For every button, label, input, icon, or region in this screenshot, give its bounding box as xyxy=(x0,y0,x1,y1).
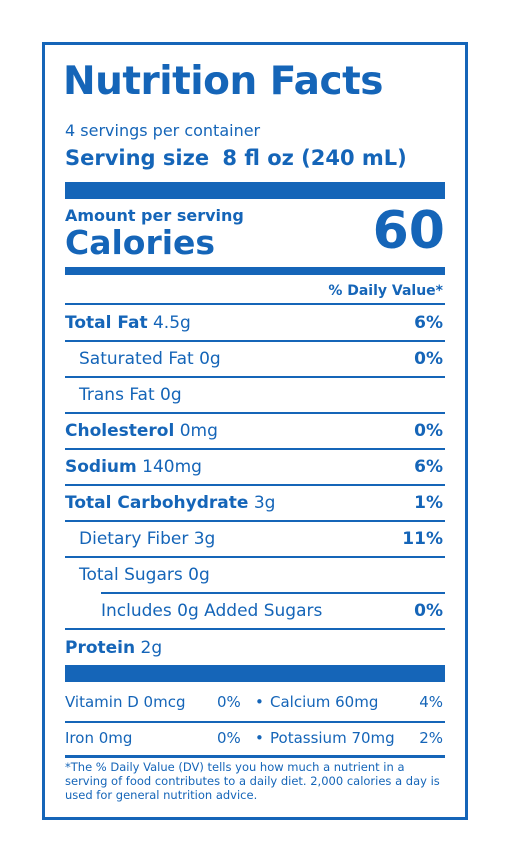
nutrient-amount: 3g xyxy=(253,493,276,513)
nutrient-row-saturated-fat: Saturated Fat 0g 0% xyxy=(65,349,445,373)
divider xyxy=(65,721,445,723)
nutrient-dv: 1% xyxy=(414,493,443,513)
nutrient-amount: 0g xyxy=(199,349,221,369)
footnote: *The % Daily Value (DV) tells you how mu… xyxy=(65,760,440,802)
divider xyxy=(65,628,445,630)
bullet-separator: • xyxy=(255,729,264,747)
serving-size: Serving size 8 fl oz (240 mL) xyxy=(65,146,407,170)
divider xyxy=(65,448,445,450)
nutrient-amount: 2g xyxy=(140,638,163,658)
divider xyxy=(65,340,445,342)
nutrient-amount: 140mg xyxy=(142,457,202,477)
nutrient-name: Trans Fat xyxy=(79,385,155,405)
nutrient-name: Total Sugars xyxy=(79,565,183,585)
nutrient-row-dietary-fiber: Dietary Fiber 3g 11% xyxy=(65,529,445,553)
nutrient-name: Total Fat xyxy=(65,313,148,333)
nutrient-name: Protein xyxy=(65,638,136,658)
nutrient-row-total-carbohydrate: Total Carbohydrate 3g 1% xyxy=(65,493,445,517)
nutrient-name: Includes 0g Added Sugars xyxy=(101,601,323,621)
servings-per-container: 4 servings per container xyxy=(65,121,261,140)
nutrient-name: Sodium xyxy=(65,457,137,477)
page-title: Nutrition Facts xyxy=(63,59,383,104)
nutrient-dv: 11% xyxy=(402,529,443,549)
nutrient-row-trans-fat: Trans Fat 0g xyxy=(65,385,445,409)
nutrient-name: Saturated Fat xyxy=(79,349,194,369)
vitamin-d-dv: 0% xyxy=(217,693,241,711)
divider xyxy=(65,303,445,305)
calories-label: Calories xyxy=(65,223,216,262)
nutrient-name: Dietary Fiber xyxy=(79,529,189,549)
daily-value-header: % Daily Value* xyxy=(328,283,443,299)
calories-value: 60 xyxy=(372,201,445,261)
calcium-text: Calcium 60mg xyxy=(270,693,379,711)
vitamin-d-text: Vitamin D 0mcg xyxy=(65,693,186,711)
potassium-dv: 2% xyxy=(419,729,443,747)
nutrient-dv: 0% xyxy=(414,421,443,441)
divider xyxy=(65,556,445,558)
bullet-separator: • xyxy=(255,693,264,711)
nutrient-row-total-fat: Total Fat 4.5g 6% xyxy=(65,313,445,337)
nutrient-amount: 3g xyxy=(193,529,216,549)
iron-text: Iron 0mg xyxy=(65,729,133,747)
divider-thick xyxy=(65,665,445,682)
serving-size-label: Serving size xyxy=(65,146,210,170)
calcium-dv: 4% xyxy=(419,693,443,711)
divider-thick xyxy=(65,182,445,199)
nutrient-dv: 0% xyxy=(414,601,443,621)
nutrient-row-cholesterol: Cholesterol 0mg 0% xyxy=(65,421,445,445)
serving-size-value: 8 fl oz (240 mL) xyxy=(222,146,407,170)
divider xyxy=(65,412,445,414)
nutrient-amount: 0g xyxy=(188,565,210,585)
divider xyxy=(101,592,445,594)
divider xyxy=(65,484,445,486)
nutrient-row-protein: Protein 2g xyxy=(65,638,445,662)
nutrient-row-total-sugars: Total Sugars 0g xyxy=(65,565,445,589)
nutrient-name: Cholesterol xyxy=(65,421,175,441)
nutrient-row-added-sugars: Includes 0g Added Sugars 0% xyxy=(65,601,445,625)
nutrition-facts-panel: Nutrition Facts 4 servings per container… xyxy=(42,42,468,820)
divider-medium xyxy=(65,267,445,275)
amount-per-serving: Amount per serving xyxy=(65,206,244,225)
nutrient-amount: 0mg xyxy=(179,421,218,441)
nutrient-row-sodium: Sodium 140mg 6% xyxy=(65,457,445,481)
iron-dv: 0% xyxy=(217,729,241,747)
nutrient-dv: 6% xyxy=(414,313,443,333)
nutrient-amount: 0g xyxy=(160,385,182,405)
vitamin-row: Iron 0mg 0% • Potassium 70mg 2% xyxy=(65,729,445,751)
nutrient-amount: 4.5g xyxy=(152,313,191,333)
potassium-text: Potassium 70mg xyxy=(270,729,395,747)
nutrient-dv: 0% xyxy=(414,349,443,369)
divider xyxy=(65,376,445,378)
divider xyxy=(65,520,445,522)
nutrient-dv: 6% xyxy=(414,457,443,477)
vitamin-row: Vitamin D 0mcg 0% • Calcium 60mg 4% xyxy=(65,693,445,715)
divider-medium xyxy=(65,755,445,758)
nutrient-name: Total Carbohydrate xyxy=(65,493,249,513)
